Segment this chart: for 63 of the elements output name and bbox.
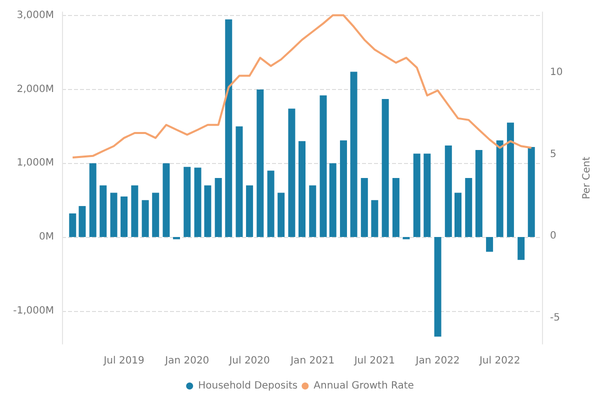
bar <box>142 200 149 238</box>
x-tick-label: Jul 2021 <box>353 356 396 366</box>
bar <box>329 163 336 238</box>
bar <box>465 178 472 238</box>
bar <box>506 122 514 238</box>
x-tick-label: Jul 2020 <box>228 356 270 366</box>
bar <box>444 146 452 238</box>
x-tick-label: Jul 2019 <box>102 356 144 366</box>
legend-label: Household Deposits <box>198 380 298 392</box>
bar <box>413 154 420 238</box>
bar <box>162 163 170 238</box>
bar <box>246 185 254 238</box>
bar <box>267 170 274 238</box>
bar <box>69 213 76 238</box>
bar <box>382 99 389 238</box>
bar <box>120 196 128 238</box>
y-tick-label: 2,000M <box>16 84 54 95</box>
bar <box>214 178 222 238</box>
bar <box>371 200 378 238</box>
bar <box>225 19 232 238</box>
x-tick-label: Jan 2021 <box>290 356 335 366</box>
x-tick-label: Jan 2022 <box>414 356 460 366</box>
bar <box>392 178 400 238</box>
bar <box>184 166 191 238</box>
bar <box>518 237 525 260</box>
bar <box>309 185 316 238</box>
legend-label: Annual Growth Rate <box>314 380 414 392</box>
y2-tick-label: 5 <box>550 148 556 160</box>
bar <box>496 140 504 238</box>
y-tick-label: 3,000M <box>16 10 54 22</box>
y-tick-label: 1,000M <box>16 158 54 169</box>
bar <box>100 185 107 238</box>
bar <box>360 178 368 238</box>
bar <box>320 95 327 238</box>
y2-tick-label: 10 <box>550 67 563 78</box>
bar <box>424 154 431 238</box>
y2-tick-label: -5 <box>550 312 560 324</box>
bar <box>528 147 535 238</box>
bar <box>486 237 494 252</box>
bar <box>204 185 212 238</box>
y2-tick-label: 0 <box>550 230 556 242</box>
bar <box>350 72 358 238</box>
y2-axis-title: Per Cent <box>582 156 592 200</box>
bar <box>78 206 86 238</box>
bar <box>131 185 138 238</box>
bar <box>340 140 347 238</box>
bar <box>434 237 442 337</box>
bar <box>278 192 285 238</box>
x-tick-label: Jan 2020 <box>164 356 210 366</box>
bar <box>236 126 243 238</box>
bar <box>89 163 96 238</box>
bar <box>298 141 306 238</box>
bar <box>110 192 118 238</box>
bar <box>256 89 264 238</box>
bar <box>288 108 296 238</box>
bar <box>454 192 462 238</box>
bar <box>194 168 202 238</box>
y-tick-label: -1,000M <box>13 305 54 316</box>
bar <box>152 192 160 238</box>
y-tick-label: 0M <box>39 232 54 243</box>
bar <box>475 150 482 238</box>
x-tick-label: Jul 2022 <box>478 356 520 366</box>
line-series <box>72 14 532 159</box>
